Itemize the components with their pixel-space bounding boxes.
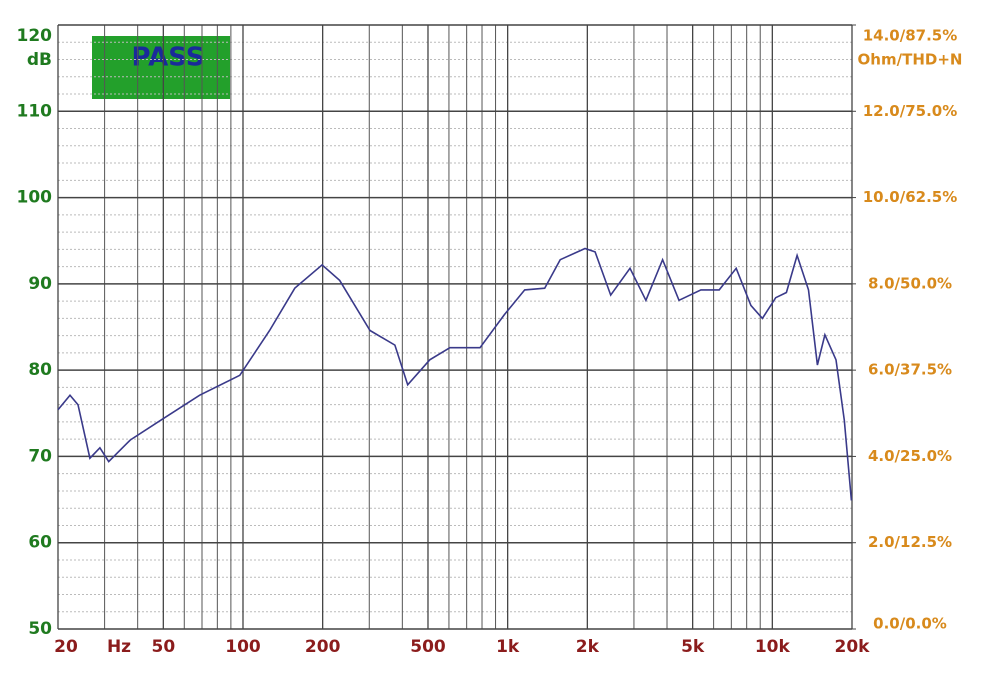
y2-tick-label: 12.0/75.0%: [863, 102, 958, 120]
y-axis-label: dB: [27, 50, 52, 70]
pass-label: PASS: [131, 43, 204, 73]
x-tick-label: 20: [54, 637, 78, 657]
y-tick-label: 100: [17, 188, 53, 208]
x-tick-label: 5k: [681, 637, 705, 657]
y-tick-label: 110: [17, 101, 53, 121]
pass-box: [92, 36, 230, 99]
y-tick-label: 60: [28, 533, 52, 553]
x-tick-label: 2k: [576, 637, 600, 657]
response-curve: [57, 247, 853, 501]
y2-tick-label: 2.0/12.5%: [868, 533, 952, 551]
y-tick-label: 70: [28, 446, 52, 466]
y2-tick-label: 14.0/87.5%: [863, 27, 958, 45]
y-tick-label: 90: [28, 274, 52, 294]
y-tick-label: 80: [28, 360, 52, 380]
y2-tick-label: 4.0/25.0%: [868, 447, 952, 465]
x-tick-label: 200: [305, 637, 341, 657]
y2-tick-label: 6.0/37.5%: [868, 361, 952, 379]
y2-tick-label: 8.0/50.0%: [868, 274, 952, 292]
x-tick-label: 500: [410, 637, 446, 657]
y-tick-label: 50: [28, 619, 52, 639]
y2-tick-label: 0.0/0.0%: [873, 615, 947, 633]
x-tick-label: 10k: [755, 637, 791, 657]
y2-axis-label: Ohm/THD+N: [858, 51, 963, 69]
x-tick-label: 100: [225, 637, 261, 657]
x-axis-label: Hz: [107, 637, 131, 657]
x-tick-label: 1k: [496, 637, 520, 657]
x-tick-label: 50: [151, 637, 175, 657]
y2-tick-label: 10.0/62.5%: [863, 188, 958, 206]
x-tick-label: 20k: [835, 637, 871, 657]
y-tick-label: 120: [17, 26, 53, 46]
